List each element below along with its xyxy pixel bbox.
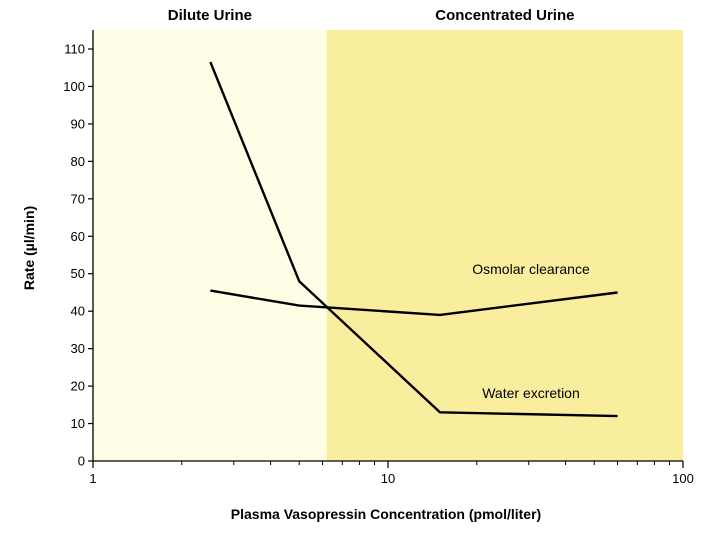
y-tick-label: 30 [71, 341, 85, 356]
y-tick-label: 10 [71, 416, 85, 431]
y-axis-title: Rate (µl/min) [21, 206, 37, 290]
series-label-0: Water excretion [482, 385, 580, 401]
y-tick-label: 50 [71, 266, 85, 281]
series-lines [209, 61, 618, 418]
region-1-background [326, 30, 683, 461]
series-line-0 [209, 61, 618, 418]
y-tick-label: 80 [71, 154, 85, 169]
y-tick-label: 70 [71, 191, 85, 206]
region-0-label: Dilute Urine [168, 7, 252, 24]
x-axis-title: Plasma Vasopressin Concentration (pmol/l… [231, 506, 541, 522]
x-ticks: 1 10 100 [89, 461, 694, 486]
region-0-background [93, 30, 327, 461]
y-tick-label: 60 [71, 229, 85, 244]
x-tick-label: 10 [381, 471, 395, 486]
y-tick-label: 20 [71, 379, 85, 394]
y-tick-label: 100 [63, 79, 85, 94]
region-backgrounds [93, 30, 683, 461]
y-tick-label: 40 [71, 304, 85, 319]
x-tick-label: 100 [672, 471, 694, 486]
y-tick-label: 0 [78, 454, 85, 469]
series-labels: Water excretion Osmolar clearance [472, 261, 590, 401]
y-tick-label: 110 [64, 42, 85, 57]
series-line-1 [210, 289, 618, 317]
series-label-1: Osmolar clearance [472, 261, 590, 277]
y-ticks: 0 10 20 30 40 50 60 70 80 90 100 110 [63, 42, 93, 469]
x-tick-label: 1 [89, 471, 96, 486]
region-1-label: Concentrated Urine [435, 7, 574, 24]
region-labels: Dilute Urine Concentrated Urine [168, 7, 575, 24]
y-tick-label: 90 [71, 116, 85, 131]
